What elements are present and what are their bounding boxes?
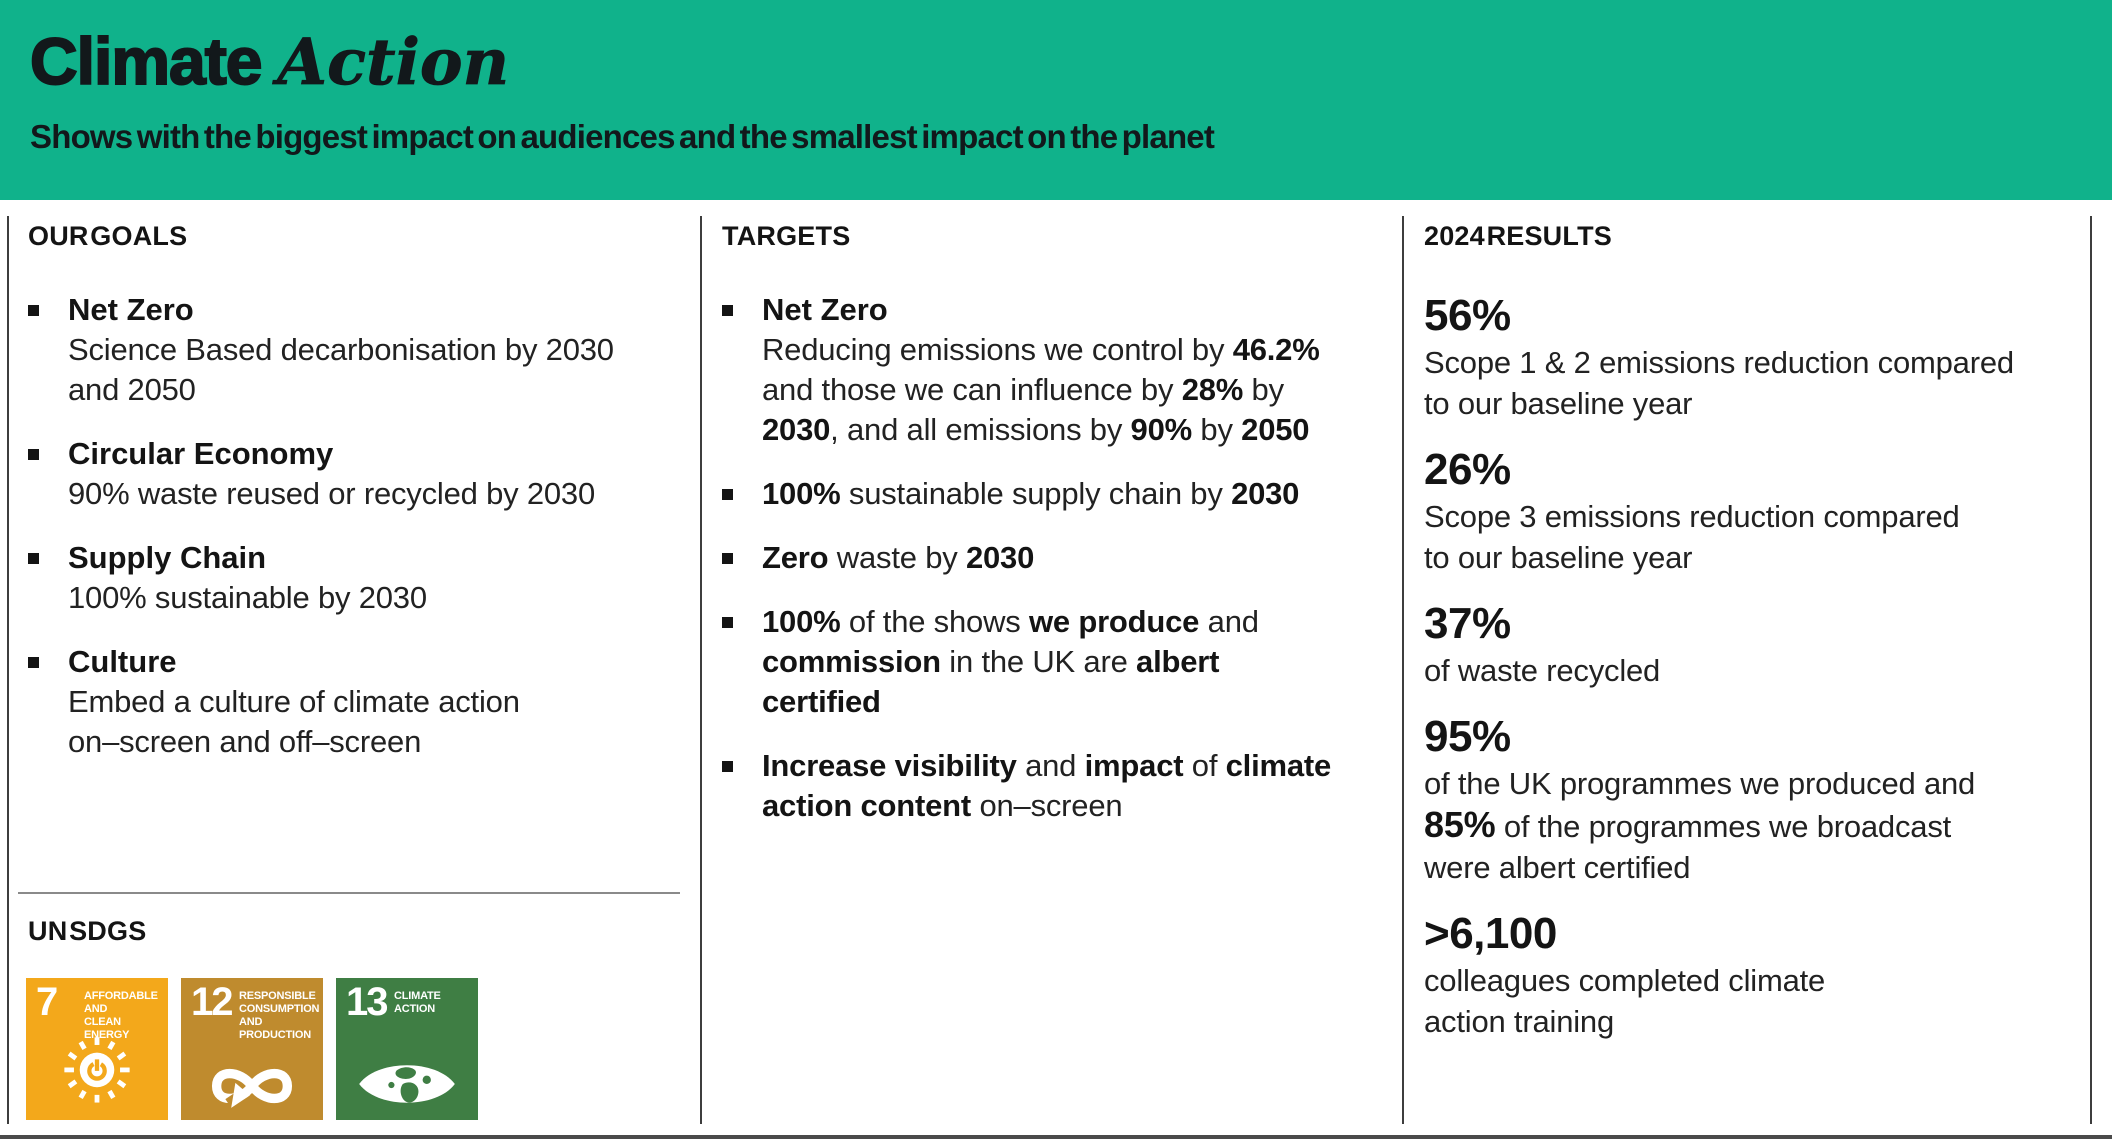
sdg-label: RESPONSIBLE CONSUMPTION AND PRODUCTION [239,990,320,1041]
results-column: 2024 RESULTS 56% Scope 1 & 2 emissions r… [1424,216,2064,1062]
goal-item-net-zero: Net Zero Science Based decarbonisation b… [28,290,678,410]
goals-heading: OUR GOALS [28,221,188,251]
bullet-square-icon [28,657,39,668]
sdg-tile-12-responsible-consumption: 12 RESPONSIBLE CONSUMPTION AND PRODUCTIO… [181,978,323,1120]
goal-desc: 100% sustainable by 2030 [68,580,427,615]
goal-item-supply-chain: Supply Chain 100% sustainable by 2030 [28,538,678,618]
result-stat: 37% [1424,599,1511,648]
sun-power-icon [64,1037,130,1103]
result-stat: 56% [1424,291,1511,340]
result-waste-recycled: 37% of waste recycled [1424,598,2064,691]
result-desc: colleagues completed climate action trai… [1424,963,1826,1039]
result-stat: 95% [1424,712,1511,761]
sdg-tile-7-affordable-clean-energy: 7 AFFORDABLE AND CLEAN ENERGY [26,978,168,1120]
target-item-albert-certified: 100% of the shows we produce and commiss… [722,602,1370,722]
target-item-net-zero: Net Zero Reducing emissions we control b… [722,290,1370,450]
result-scope-1-2: 56% Scope 1 & 2 emissions reduction comp… [1424,290,2064,424]
bullet-square-icon [722,617,733,628]
goal-item-culture: Culture Embed a culture of climate actio… [28,642,678,762]
result-stat: >6,100 [1424,909,1557,958]
sdg-tiles: 7 AFFORDABLE AND CLEAN ENERGY [26,978,478,1120]
targets-heading: TARGETS [722,221,851,251]
target-text: 100% of the shows we produce and commiss… [762,604,1259,719]
result-desc: Scope 3 emissions reduction compared to … [1424,499,1960,575]
result-stat: 26% [1424,445,1511,494]
page-title: Climate Action [29,27,510,95]
sdg-label: CLIMATE ACTION [394,990,441,1015]
bullet-square-icon [722,489,733,500]
goal-desc: 90% waste reused or recycled by 2030 [68,476,595,511]
bullet-square-icon [28,553,39,564]
column-rule-left [7,216,9,1124]
page-title-accent: Action [277,25,510,100]
result-training: >6,100 colleagues completed climate acti… [1424,908,2064,1042]
result-albert-certified: 95% of the UK programmes we produced and… [1424,711,2064,888]
column-rule-right [2090,216,2092,1124]
sdg-number: 7 [36,980,58,1024]
column-rule-mid-2 [1402,216,1404,1124]
result-desc: Scope 1 & 2 emissions reduction compared… [1424,345,2014,421]
goal-item-circular-economy: Circular Economy 90% waste reused or rec… [28,434,678,514]
result-desc: of the UK programmes we produced and 85%… [1424,766,1976,885]
goal-desc: Science Based decarbonisation by 2030 an… [68,332,614,407]
bullet-square-icon [28,449,39,460]
sdg-tile-13-climate-action: 13 CLIMATE ACTION [336,978,478,1120]
header-banner: Climate Action Shows with the biggest imp… [0,0,2112,200]
results-heading: 2024 RESULTS [1424,221,1612,251]
target-text: Increase visibility and impact of climat… [762,748,1332,823]
target-text: 100% sustainable supply chain by 2030 [762,476,1300,511]
sdg-section-divider [18,892,680,894]
bullet-square-icon [28,305,39,316]
goal-desc: Embed a culture of climate action on–scr… [68,684,520,759]
bottom-rule [0,1135,2112,1139]
infinity-arrow-icon [211,1068,293,1111]
goals-column: OUR GOALS Net Zero Science Based decarbo… [18,216,680,1120]
bullet-square-icon [722,553,733,564]
bullet-square-icon [722,761,733,772]
target-item-zero-waste: Zero waste by 2030 [722,538,1370,578]
goal-title: Net Zero [68,292,194,327]
sdg-number: 13 [346,980,388,1024]
page-title-main: Climate [29,24,263,98]
bullet-square-icon [722,305,733,316]
target-title: Net Zero [762,292,888,327]
target-text: Reducing emissions we control by 46.2% a… [762,332,1320,447]
goal-title: Culture [68,644,177,679]
targets-column: TARGETS Net Zero Reducing emissions we c… [722,216,1370,850]
result-scope-3: 26% Scope 3 emissions reduction compared… [1424,444,2064,578]
sdg-heading: UN SDGS [28,916,147,946]
target-item-supply-chain: 100% sustainable supply chain by 2030 [722,474,1370,514]
eye-globe-icon [359,1065,455,1103]
target-item-visibility: Increase visibility and impact of climat… [722,746,1370,826]
goal-title: Supply Chain [68,540,267,575]
column-rule-mid-1 [700,216,702,1124]
page-subtitle: Shows with the biggest impact on audienc… [30,118,1215,155]
result-desc: of waste recycled [1424,653,1661,688]
target-text: Zero waste by 2030 [762,540,1035,575]
goal-title: Circular Economy [68,436,334,471]
sdg-number: 12 [191,980,233,1024]
